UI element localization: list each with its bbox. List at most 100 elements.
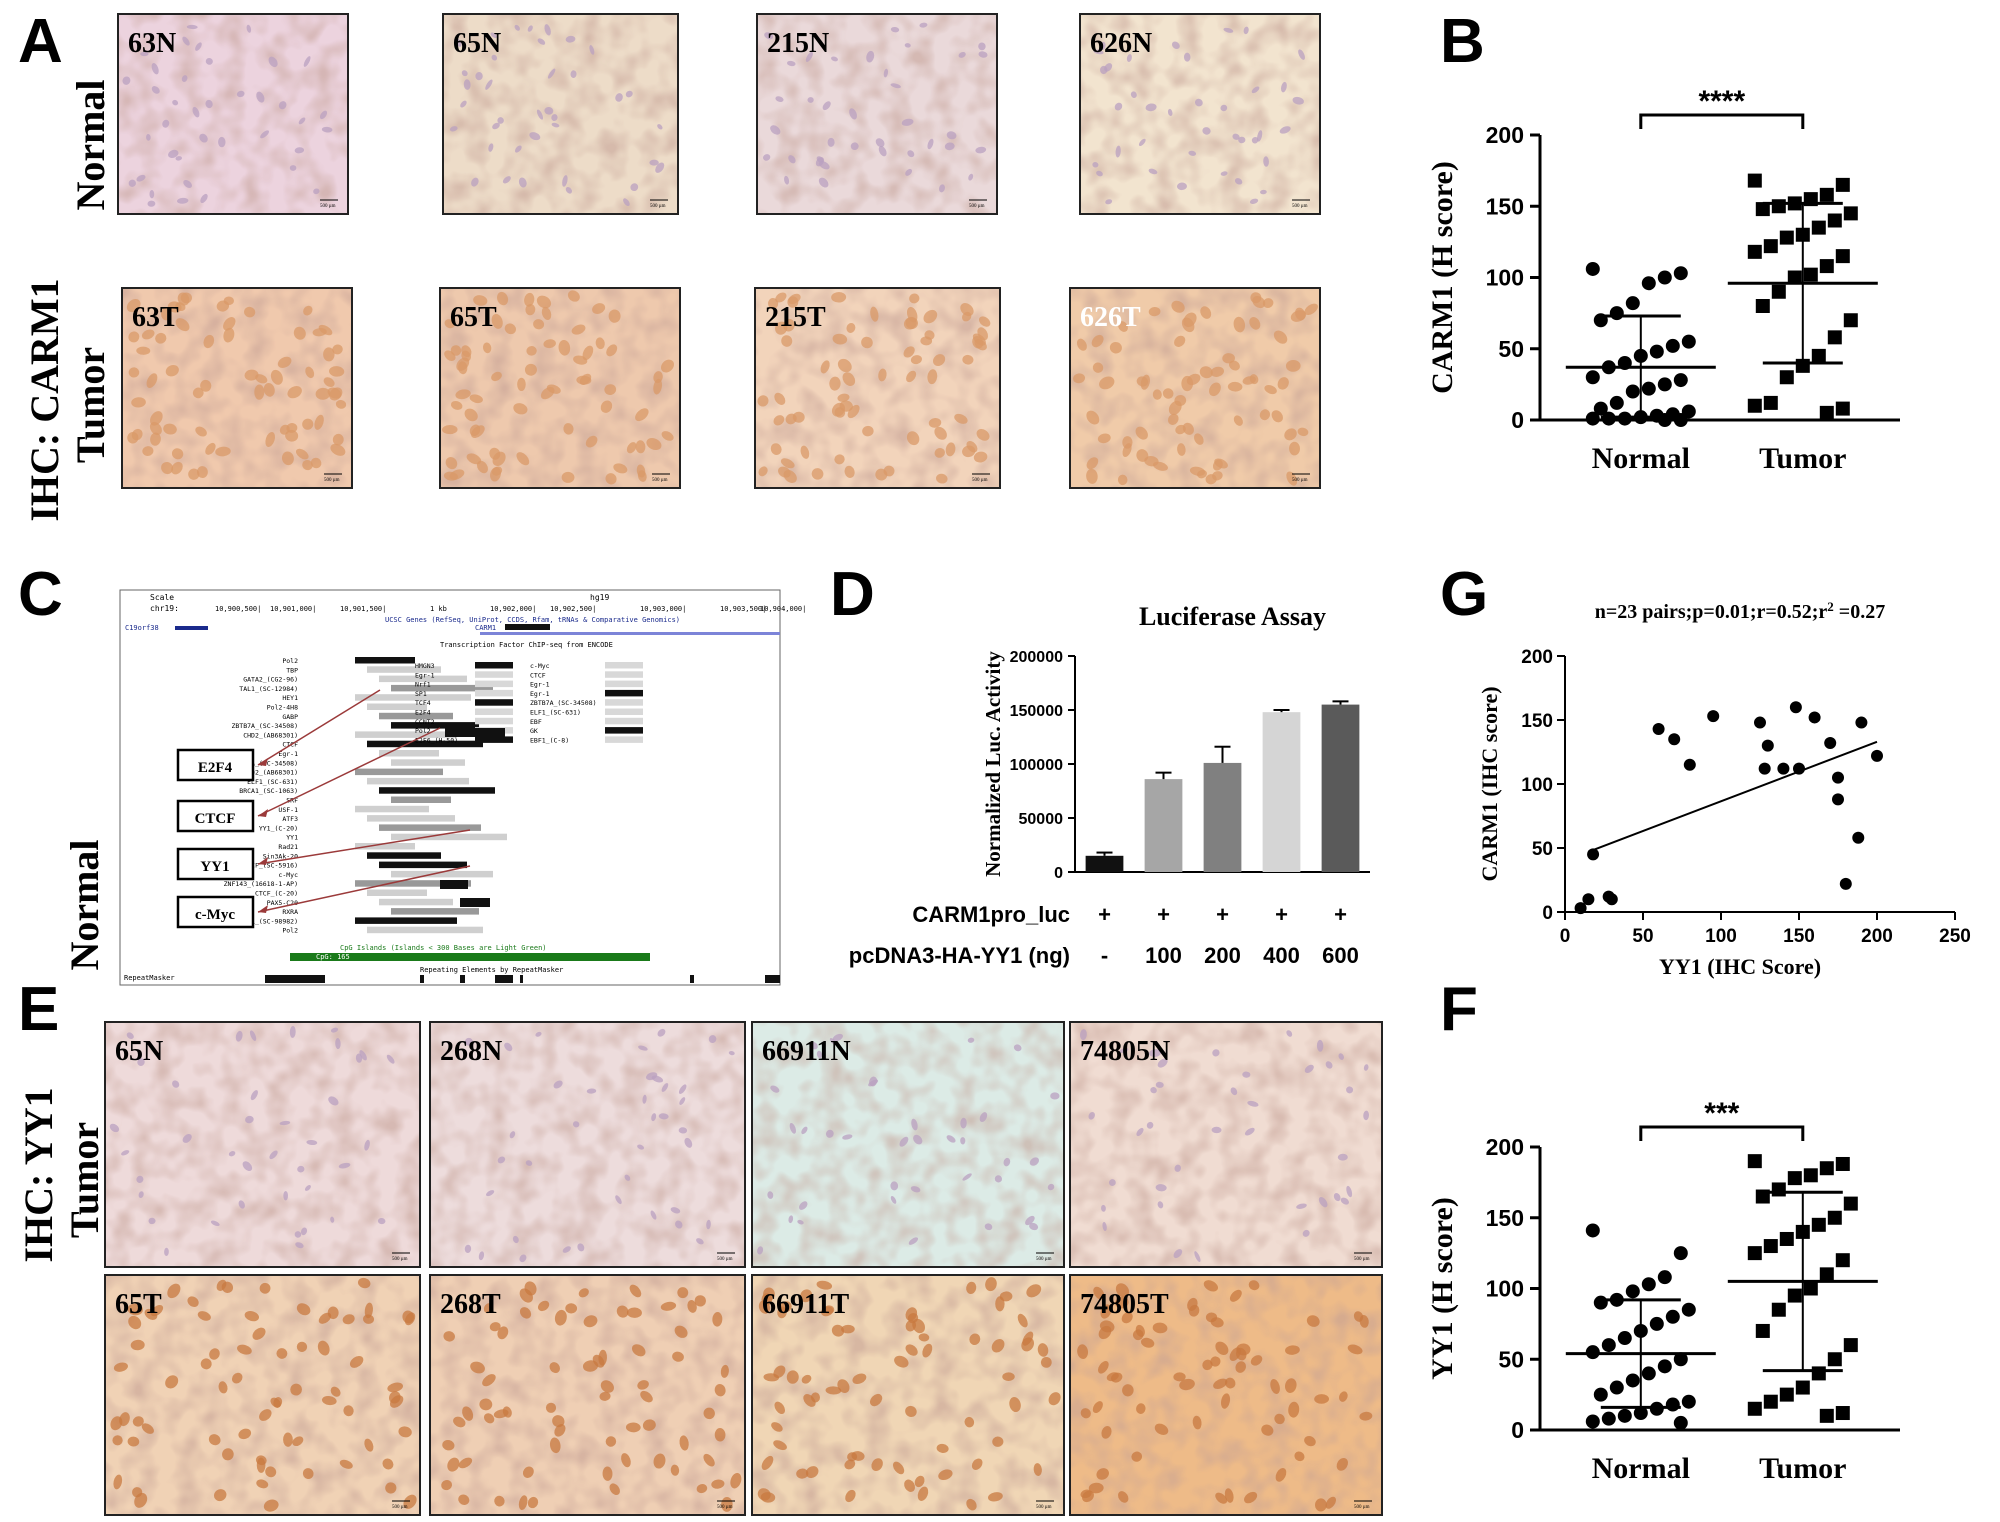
panel-a-nucleus bbox=[946, 131, 957, 140]
tf-track-bar bbox=[391, 684, 493, 692]
panel-a-tile-4: 626N 500 µm bbox=[1079, 13, 1321, 215]
tf-mid-bar bbox=[605, 727, 643, 734]
panel-e-nucleus bbox=[583, 1315, 598, 1328]
panel-a-tile-texture bbox=[444, 15, 677, 213]
panel-e-nucleus bbox=[1122, 1384, 1134, 1397]
panel-e-tile-8: 74805T 500 µm bbox=[1069, 1274, 1383, 1516]
panel-e-nucleus bbox=[494, 1495, 505, 1507]
tf-box-label: YY1 bbox=[200, 859, 229, 875]
panel-a-nucleus bbox=[1297, 427, 1309, 437]
panel-e-nucleus bbox=[255, 1455, 267, 1466]
panel-a-tile-label: 215N bbox=[767, 28, 829, 59]
panel-a-nucleus bbox=[270, 369, 283, 385]
panel-e-nucleus bbox=[642, 1094, 647, 1104]
panel-e-nucleus bbox=[1244, 1491, 1258, 1504]
panel-e-nucleus bbox=[1325, 1061, 1333, 1069]
panel-e-nucleus bbox=[670, 1207, 681, 1214]
panel-a-nucleus bbox=[335, 399, 347, 409]
panel-a-nucleus bbox=[961, 311, 972, 322]
panel-a-nucleus bbox=[1242, 376, 1256, 385]
panel-a-nucleus bbox=[1092, 162, 1099, 168]
tf-track-bar bbox=[391, 722, 479, 729]
panel-e-nucleus bbox=[549, 1437, 561, 1454]
panel-a-tile-7: 215T 500 µm bbox=[754, 287, 1001, 489]
data-point bbox=[1681, 1394, 1696, 1409]
panel-e-nucleus bbox=[694, 1295, 707, 1307]
panel-a-nucleus bbox=[757, 395, 769, 407]
y-axis-label: YY1 (H score) bbox=[1426, 1197, 1459, 1380]
panel-e-nucleus bbox=[651, 1113, 657, 1122]
panel-e-nucleus bbox=[991, 1339, 1005, 1353]
browser-gene-carm1: CARM1 bbox=[475, 624, 496, 632]
panel-e-nucleus bbox=[292, 1436, 304, 1447]
panel-e-nucleus bbox=[1270, 1379, 1280, 1394]
panel-e-nucleus bbox=[605, 1436, 617, 1447]
panel-e-nucleus bbox=[553, 1080, 563, 1089]
data-point bbox=[1835, 249, 1850, 264]
panel-e-nucleus bbox=[403, 1494, 417, 1509]
y-axis-label: Normalized Luc. Activity bbox=[981, 651, 1005, 877]
carm1-gene-line bbox=[480, 632, 780, 635]
panel-e-nucleus bbox=[1146, 1121, 1154, 1129]
panel-a-tile-nuclei bbox=[1092, 26, 1305, 205]
panel-a-nucleus bbox=[149, 189, 155, 199]
browser-tick-label: 10,901,500| bbox=[340, 605, 386, 613]
panel-a-tile-texture bbox=[758, 15, 996, 213]
panel-a-nucleus bbox=[944, 142, 955, 151]
browser-gene-left: C19orf38 bbox=[125, 624, 159, 632]
panel-a-nucleus bbox=[1162, 388, 1174, 399]
panel-e-nucleus bbox=[1315, 1498, 1327, 1512]
panel-e-nucleus bbox=[294, 1231, 302, 1238]
browser-tick-label: 10,900,500| bbox=[215, 605, 261, 613]
chart-g: n=23 pairs;p=0.01;r=0.52;r2 =0.27 0 50 100 1… bbox=[1477, 599, 1971, 980]
panel-e-nucleus bbox=[985, 1277, 997, 1292]
panel-e-nucleus bbox=[999, 1291, 1013, 1302]
panel-a-nucleus bbox=[1273, 330, 1288, 344]
data-point bbox=[1803, 1168, 1818, 1183]
panel-e-nucleus bbox=[629, 1284, 642, 1298]
panel-e-nucleus bbox=[522, 1466, 534, 1478]
panel-e-nucleus bbox=[890, 1195, 897, 1204]
panel-a-nucleus bbox=[763, 154, 771, 161]
panel-a-nucleus bbox=[1086, 457, 1099, 470]
panel-e-nucleus bbox=[165, 1375, 179, 1389]
data-point bbox=[1673, 1352, 1688, 1367]
tf-track-bar bbox=[391, 759, 465, 766]
panel-e-nucleus bbox=[1304, 1064, 1314, 1073]
panel-e-nucleus bbox=[994, 1175, 1003, 1183]
tf-dark-block bbox=[445, 728, 505, 737]
panel-e-nucleus bbox=[128, 1315, 142, 1330]
panel-a-nucleus bbox=[1091, 334, 1104, 348]
panel-e-nucleus bbox=[964, 1416, 975, 1428]
data-point bbox=[1835, 1406, 1850, 1421]
panel-a-nucleus bbox=[1174, 335, 1186, 347]
panel-a-nucleus bbox=[285, 429, 299, 442]
panel-a-nucleus bbox=[844, 465, 855, 478]
panel-e-nucleus bbox=[447, 1457, 460, 1472]
panel-e-nucleus bbox=[228, 1151, 236, 1157]
panel-a-nucleus bbox=[846, 322, 856, 333]
panel-a-nucleus bbox=[491, 54, 498, 61]
panel-e-nucleus bbox=[714, 1384, 726, 1397]
panel-a-nucleus bbox=[878, 368, 887, 382]
panel-e-nucleus bbox=[245, 1115, 254, 1124]
tf-track-bar bbox=[379, 750, 439, 757]
panel-e-tile-nuclei bbox=[109, 1025, 395, 1257]
tf-box bbox=[176, 895, 255, 929]
x-category-label: Normal bbox=[1592, 442, 1690, 475]
panel-a-nucleus bbox=[1152, 389, 1162, 400]
panel-a-nucleus bbox=[460, 100, 467, 108]
browser-tick-label: 10,902,000| bbox=[490, 605, 536, 613]
panel-a-nucleus bbox=[321, 126, 333, 133]
tf-track-label: SRF bbox=[286, 797, 298, 805]
row1-value: + bbox=[1275, 902, 1288, 927]
panel-a-nucleus bbox=[319, 110, 328, 120]
panel-a-nucleus bbox=[332, 344, 343, 355]
browser-genome: hg19 bbox=[590, 593, 609, 602]
panel-e-nucleus bbox=[763, 1373, 780, 1382]
panel-e-nucleus bbox=[810, 1392, 820, 1403]
panel-a-nucleus bbox=[903, 346, 915, 358]
panel-a-nucleus bbox=[1100, 41, 1106, 50]
y-axis-label: CARM1 (IHC score) bbox=[1477, 686, 1502, 881]
tf-box bbox=[176, 748, 255, 782]
